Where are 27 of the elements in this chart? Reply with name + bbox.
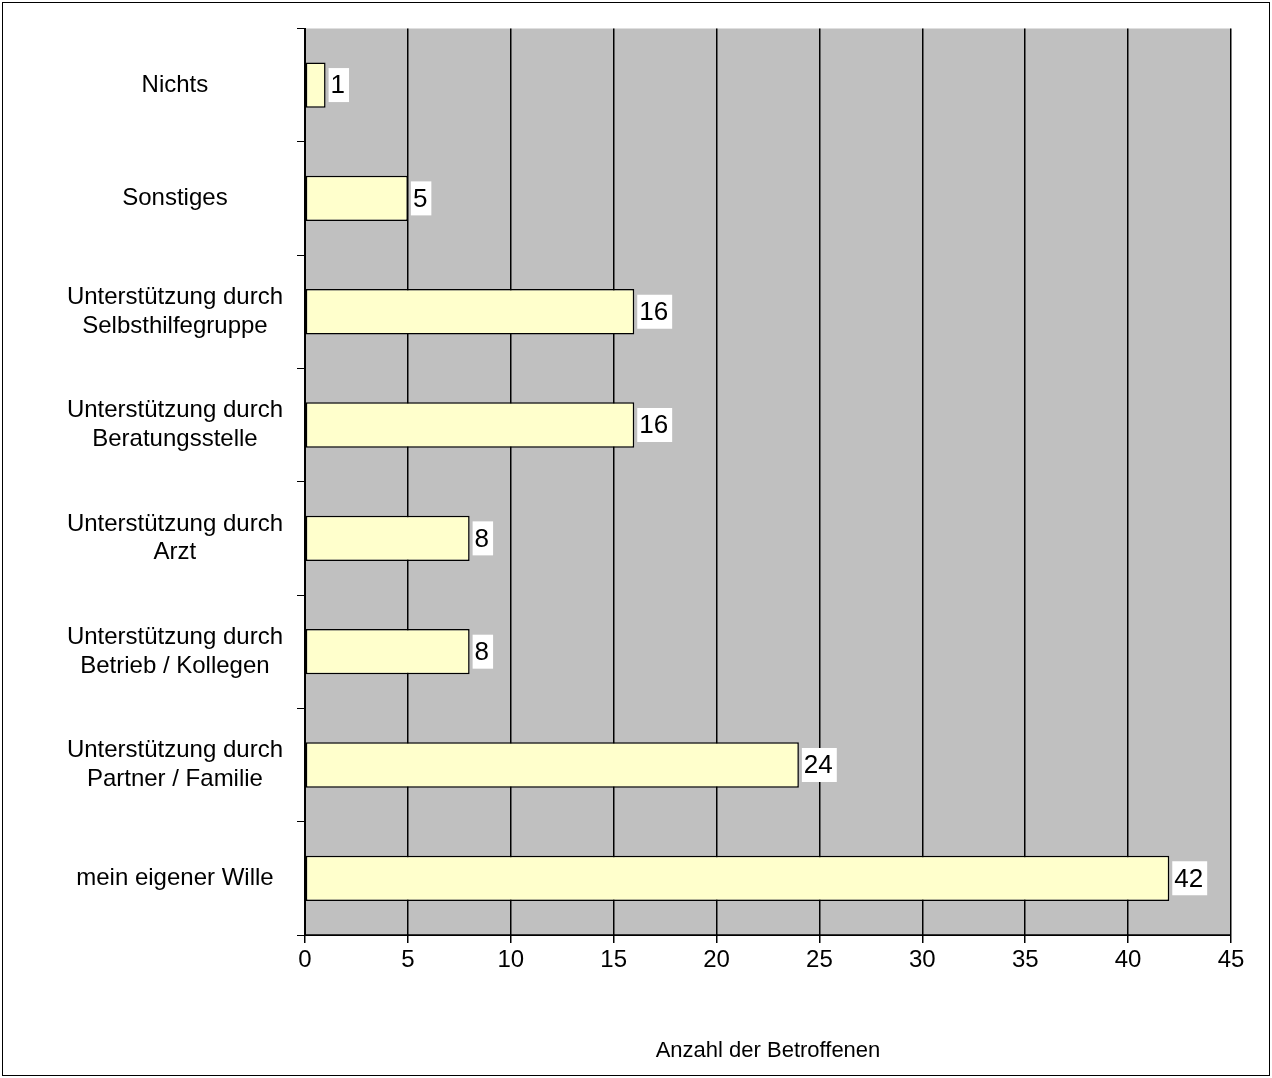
y-tick-label: Unterstützung durch Beratungsstelle [66,395,283,452]
x-tick-label: 0 [298,945,312,973]
y-tick-label: Unterstützung durch Arzt [66,508,283,565]
x-tick-label: 35 [1011,945,1039,973]
x-tick-label: 5 [401,945,415,973]
y-tick-label: Nichts [141,69,209,97]
data-label: 8 [474,635,490,666]
y-tick-label: Unterstützung durch Partner / Familie [66,735,283,792]
data-label: 1 [330,69,346,100]
data-label: 16 [639,295,669,326]
x-tick-label: 20 [703,945,730,973]
x-tick-label: 10 [497,945,525,973]
x-tick-label: 45 [1217,945,1245,973]
y-tick-label: Sonstiges [122,183,228,211]
data-label: 42 [1174,862,1204,893]
y-tick-label: Unterstützung durch Selbsthilfegruppe [66,281,283,338]
x-tick-label: 40 [1114,945,1142,973]
x-tick-label: 15 [600,945,628,973]
data-label: 24 [803,749,833,780]
data-label: 5 [412,182,428,213]
y-tick-label: mein eigener Wille [76,862,274,890]
x-tick-label: 30 [908,945,936,973]
data-label: 8 [474,522,490,553]
x-tick-label: 25 [806,945,833,973]
data-label: 16 [639,409,669,440]
y-tick-label: Unterstützung durch Betrieb / Kollegen [66,621,283,678]
x-axis-title: Anzahl der Betroffenen [655,1036,881,1062]
